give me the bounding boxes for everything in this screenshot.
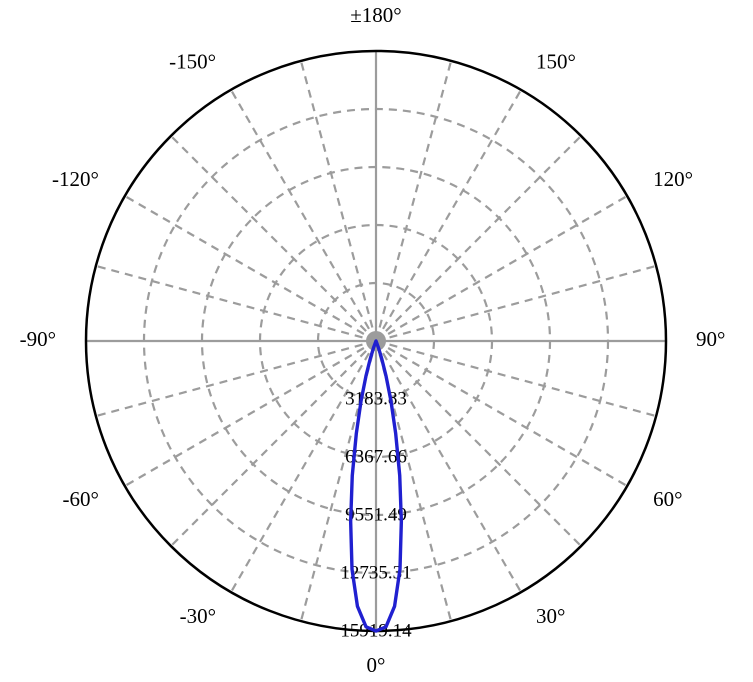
angle-label: -60° bbox=[62, 487, 98, 511]
ring-label: 3183.83 bbox=[345, 388, 407, 409]
angle-label: 90° bbox=[696, 327, 725, 351]
angle-label: -150° bbox=[169, 50, 216, 74]
angle-label: 60° bbox=[653, 487, 682, 511]
angle-label: 120° bbox=[653, 167, 693, 191]
angle-label: 30° bbox=[536, 604, 565, 628]
angle-label: -120° bbox=[52, 167, 99, 191]
angle-label: -30° bbox=[180, 604, 216, 628]
angle-label: 150° bbox=[536, 50, 576, 74]
angle-label: 0° bbox=[367, 653, 386, 677]
polar-chart: 3183.836367.669551.4912735.3115919.140°3… bbox=[0, 0, 753, 682]
angle-label: -90° bbox=[20, 327, 56, 351]
angle-label: ±180° bbox=[350, 3, 401, 27]
ring-label: 9551.49 bbox=[345, 504, 407, 525]
